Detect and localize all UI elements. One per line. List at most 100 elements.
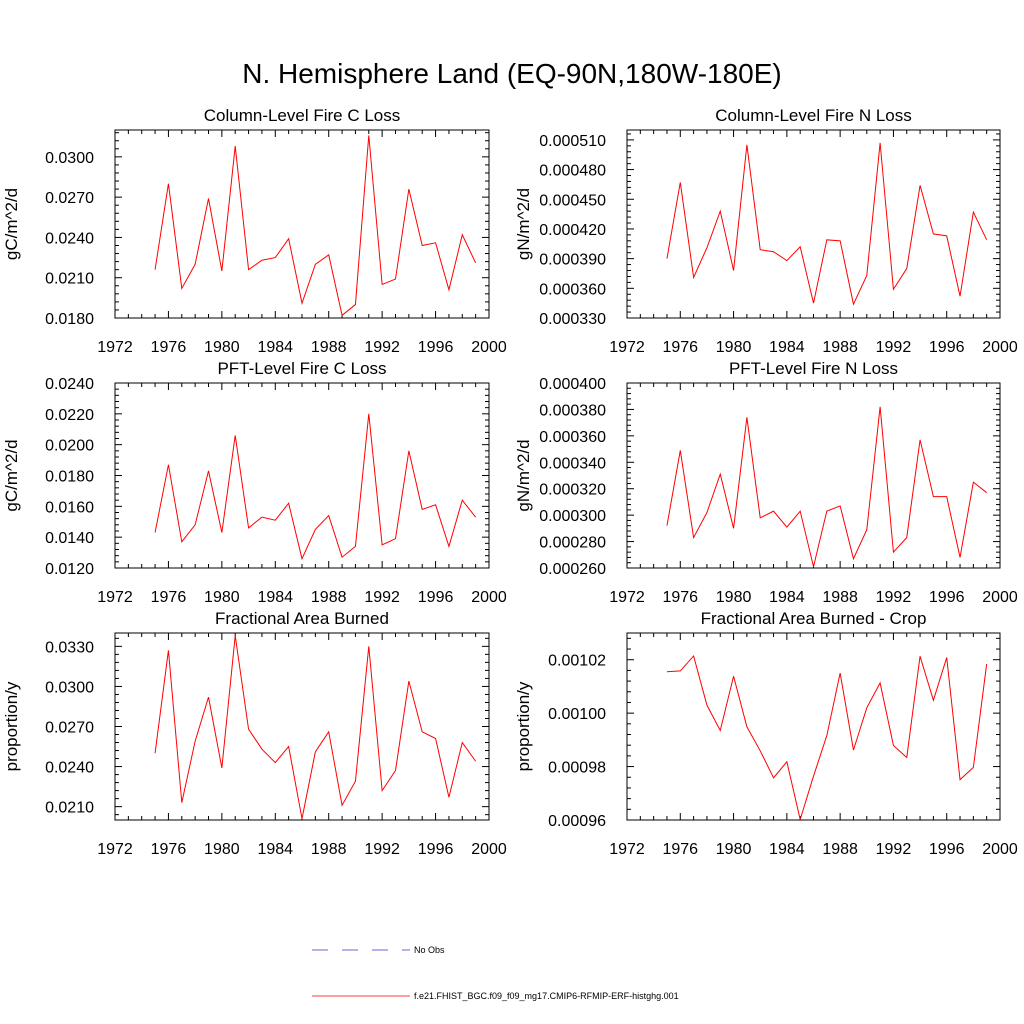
y-axis-label: gN/m^2/d <box>514 439 533 511</box>
y-axis-label: proportion/y <box>514 681 533 771</box>
x-tick-label: 1984 <box>257 589 293 606</box>
data-point <box>355 304 356 305</box>
data-point <box>706 247 707 248</box>
y-tick-label: 0.00102 <box>548 653 606 670</box>
data-point <box>395 770 396 771</box>
data-point <box>301 303 302 304</box>
data-point <box>786 260 787 261</box>
chart-panel-1: 1972 1976 1980 1984 1988 1992 1996 2000 0.0180 0.… <box>2 106 507 356</box>
data-point <box>195 524 196 525</box>
data-point <box>933 233 934 234</box>
data-point <box>706 512 707 513</box>
data-point <box>800 819 801 820</box>
data-point <box>355 546 356 547</box>
data-point <box>422 245 423 246</box>
data-point <box>693 537 694 538</box>
data-point <box>973 767 974 768</box>
data-point <box>195 264 196 265</box>
y-tick-label: 0.0210 <box>45 271 94 288</box>
data-point <box>154 269 155 270</box>
data-point <box>422 509 423 510</box>
data-point <box>261 517 262 518</box>
y-tick-label: 0.000400 <box>539 376 606 393</box>
y-tick-label: 0.000260 <box>539 561 606 578</box>
y-tick-label: 0.000390 <box>539 252 606 269</box>
data-point <box>866 275 867 276</box>
data-point <box>959 779 960 780</box>
data-point <box>301 558 302 559</box>
y-tick-label: 0.00098 <box>548 760 606 777</box>
x-tick-label: 1972 <box>97 339 133 356</box>
y-tick-label: 0.00100 <box>548 706 606 723</box>
data-point <box>893 552 894 553</box>
data-point <box>986 239 987 240</box>
x-tick-label: 2000 <box>471 841 507 858</box>
data-point <box>368 646 369 647</box>
y-axis-label: proportion/y <box>2 681 21 771</box>
data-point <box>893 745 894 746</box>
data-point <box>395 278 396 279</box>
data-point <box>760 517 761 518</box>
data-point <box>475 761 476 762</box>
x-tick-label: 1996 <box>929 841 965 858</box>
data-point <box>946 235 947 236</box>
panel-title: Fractional Area Burned - Crop <box>701 609 927 628</box>
data-point <box>866 707 867 708</box>
x-tick-label: 1980 <box>204 841 240 858</box>
panel-title: PFT-Level Fire C Loss <box>217 359 386 378</box>
data-point <box>733 270 734 271</box>
data-point <box>341 315 342 316</box>
data-point <box>893 289 894 290</box>
x-tick-label: 1972 <box>609 339 645 356</box>
y-axis-label: gN/m^2/d <box>514 188 533 260</box>
data-point <box>154 753 155 754</box>
data-point <box>328 515 329 516</box>
x-tick-label: 1992 <box>364 339 400 356</box>
data-point <box>154 532 155 533</box>
data-point <box>301 818 302 819</box>
series-line <box>154 413 477 561</box>
data-point <box>435 738 436 739</box>
x-tick-label: 1972 <box>97 841 133 858</box>
data-point <box>880 406 881 407</box>
legend <box>312 949 410 997</box>
x-tick-label: 1992 <box>364 589 400 606</box>
data-point <box>720 211 721 212</box>
data-point <box>315 751 316 752</box>
data-point <box>315 264 316 265</box>
x-tick-label: 1996 <box>929 339 965 356</box>
data-point <box>422 731 423 732</box>
data-point <box>168 464 169 465</box>
data-point <box>760 750 761 751</box>
x-tick-label: 1996 <box>418 589 454 606</box>
x-tick-label: 1988 <box>822 589 858 606</box>
data-point <box>919 439 920 440</box>
data-point <box>933 496 934 497</box>
data-point <box>773 251 774 252</box>
data-point <box>448 289 449 290</box>
plot-frame <box>114 632 490 821</box>
data-point <box>786 526 787 527</box>
data-point <box>933 700 934 701</box>
panel-title: Fractional Area Burned <box>215 609 389 628</box>
x-tick-label: 1992 <box>876 841 912 858</box>
panels-group: 1972 1976 1980 1984 1988 1992 1996 2000 0.0180 0.… <box>2 106 1018 858</box>
y-tick-label: 0.0220 <box>45 407 94 424</box>
y-axis-label: gC/m^2/d <box>2 439 21 511</box>
data-point <box>275 762 276 763</box>
y-tick-label: 0.00096 <box>548 813 606 830</box>
x-tick-label: 1984 <box>769 841 805 858</box>
y-tick-label: 0.0300 <box>45 150 94 167</box>
x-tick-label: 1992 <box>876 339 912 356</box>
data-point <box>368 135 369 136</box>
chart-panel-4: 1972 1976 1980 1984 1988 1992 1996 2000 0.000260… <box>514 359 1018 606</box>
chart-panel-5: 1972 1976 1980 1984 1988 1992 1996 2000 0.0210 0.… <box>2 609 507 858</box>
series-line <box>666 654 988 822</box>
y-tick-label: 0.000280 <box>539 535 606 552</box>
data-point <box>168 183 169 184</box>
x-tick-label: 1992 <box>364 841 400 858</box>
panel-title: Column-Level Fire C Loss <box>204 106 401 125</box>
data-point <box>181 288 182 289</box>
y-tick-label: 0.0120 <box>45 561 94 578</box>
